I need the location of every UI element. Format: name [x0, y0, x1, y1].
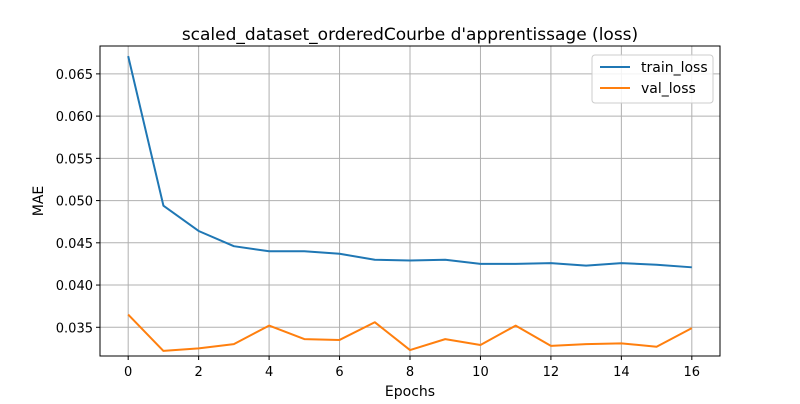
legend: train_loss val_loss: [591, 54, 714, 104]
x-tick-label: 10: [472, 365, 489, 380]
series-line-train-loss: [127, 55, 692, 269]
x-tick-label: 0: [124, 365, 132, 380]
x-tick-label: 4: [265, 365, 273, 380]
x-axis-label: Epochs: [385, 384, 435, 400]
x-tick-label: 12: [543, 365, 560, 380]
series-lines: [127, 55, 693, 352]
x-tick-label: 6: [335, 365, 343, 380]
y-tick-label: 0.050: [56, 195, 93, 210]
y-axis: 0.035 0.040 0.045 0.050 0.055 0.060 0.065: [56, 68, 100, 336]
legend-label-train-loss: train_loss: [641, 60, 708, 76]
series-line-val-loss: [127, 313, 693, 352]
y-tick-label: 0.035: [56, 321, 93, 336]
y-tick-label: 0.065: [56, 68, 93, 83]
y-tick-label: 0.060: [56, 110, 93, 125]
y-tick-label: 0.045: [56, 237, 93, 252]
x-tick-label: 14: [613, 365, 630, 380]
x-tick-label: 16: [684, 365, 701, 380]
x-tick-label: 8: [406, 365, 414, 380]
chart-title: scaled_dataset_orderedCourbe d'apprentis…: [182, 25, 638, 45]
y-tick-label: 0.055: [56, 152, 93, 167]
x-axis: 0 2 4 6 8 10 12 14 16: [124, 356, 700, 380]
y-axis-label: MAE: [31, 186, 47, 217]
legend-label-val-loss: val_loss: [641, 81, 696, 97]
x-tick-label: 2: [194, 365, 202, 380]
y-tick-label: 0.040: [56, 279, 93, 294]
